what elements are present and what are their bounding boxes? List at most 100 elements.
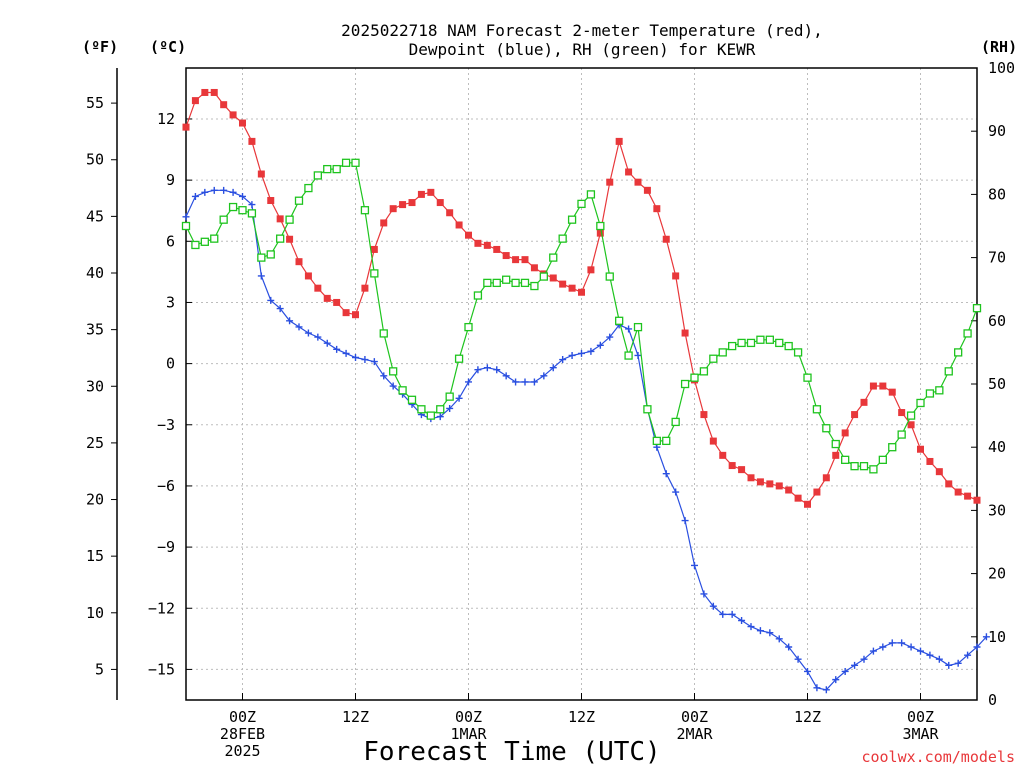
rh-point [690,373,699,382]
temperature-point [493,245,501,253]
fahrenheit-tick-label: 55 [86,94,104,112]
x-tick-label: 00Z [907,708,934,726]
rh-point [624,351,633,360]
temperature-point [615,137,623,145]
x-tick-label: 28FEB [220,725,265,743]
rh-point [389,367,398,376]
temperature-point [587,266,595,274]
rh-point [596,221,605,231]
temperature-series [182,88,981,508]
dewpoint-line [185,189,987,691]
celsius-tick-label: −15 [148,660,175,678]
rh-point [266,250,275,259]
rh-point [916,398,925,408]
temperature-point [672,272,680,280]
temperature-point [907,421,915,429]
rh-point [332,164,341,174]
temperature-point [342,309,350,317]
dewpoint-point [954,659,962,667]
rh-point [888,443,897,452]
dewpoint-point [662,470,670,478]
dewpoint-point [794,655,802,663]
temperature-point [314,284,322,292]
rh-point [539,272,548,281]
celsius-tick-label: −12 [148,599,175,617]
dewpoint-point [182,213,190,221]
dewpoint-point [446,404,454,412]
rh-point [633,322,643,332]
dewpoint-point [681,517,689,525]
rh-point [398,386,407,395]
x-axis-title: Forecast Time (UTC) [363,737,660,767]
temperature-point [945,480,953,488]
temperature-point [775,482,783,490]
dewpoint-point [342,349,350,357]
credit-text: coolwx.com/models [861,748,1015,766]
temperature-point [728,462,736,470]
rh-point [219,215,228,224]
temperature-point [747,474,755,482]
rh-point [360,206,370,215]
rh-point [417,405,426,414]
dewpoint-point [512,378,520,386]
dewpoint-point [691,561,698,569]
temperature-point [869,382,877,390]
rh-point [247,209,257,218]
fahrenheit-tick-label: 25 [86,434,104,452]
rh-tick-label: 30 [988,501,1006,519]
dewpoint-point [756,627,764,635]
dewpoint-point [474,366,482,374]
dewpoint-point [945,661,953,669]
rh-point [709,354,718,363]
dewpoint-point [841,667,849,675]
celsius-tick-label: −6 [157,477,175,495]
dewpoint-point [493,366,501,374]
dewpoint-point [973,643,981,651]
temperature-point [361,284,369,292]
dewpoint-point [728,610,736,618]
x-tick-label: 2MAR [676,725,713,743]
axes [116,67,978,701]
celsius-tick-label: 6 [166,232,175,250]
rh-point [699,367,709,376]
dewpoint-point [361,356,369,364]
dewpoint-point [888,639,896,647]
rh-tick-label: 40 [988,438,1006,456]
rh-point [558,234,567,243]
dewpoint-point [191,192,199,200]
temperature-point [653,205,661,213]
dewpoint-point [276,305,284,313]
chart-title-line-1: 2025022718 NAM Forecast 2-meter Temperat… [341,21,823,40]
temperature-point [813,488,821,496]
rh-point [680,379,690,389]
rh-tick-label: 70 [988,249,1006,267]
dewpoint-point [709,602,717,610]
rh-point [483,278,492,288]
rh-point [662,436,671,446]
temperature-point [738,466,746,474]
rh-point [511,278,520,288]
dewpoint-point [549,364,557,372]
temperature-point [295,258,303,266]
dewpoint-point [502,372,510,380]
temperature-point [248,137,256,145]
temperature-point [964,492,972,500]
rh-point [530,281,539,291]
temperature-point [832,451,840,459]
dewpoint-point [747,623,755,631]
fahrenheit-tick-label: 30 [86,377,104,395]
dewpoint-point [822,686,830,694]
temperature-point [286,235,294,243]
dewpoint-point [436,413,444,421]
dewpoint-point [879,643,887,651]
rh-point [379,329,388,338]
dewpoint-point [672,488,680,496]
temperature-point [935,468,943,476]
dewpoint-point [813,684,821,692]
rh-point [765,335,774,344]
rh-point [473,291,483,300]
temperature-point [512,256,520,264]
temperature-point [191,97,199,105]
rh-point [445,392,454,401]
